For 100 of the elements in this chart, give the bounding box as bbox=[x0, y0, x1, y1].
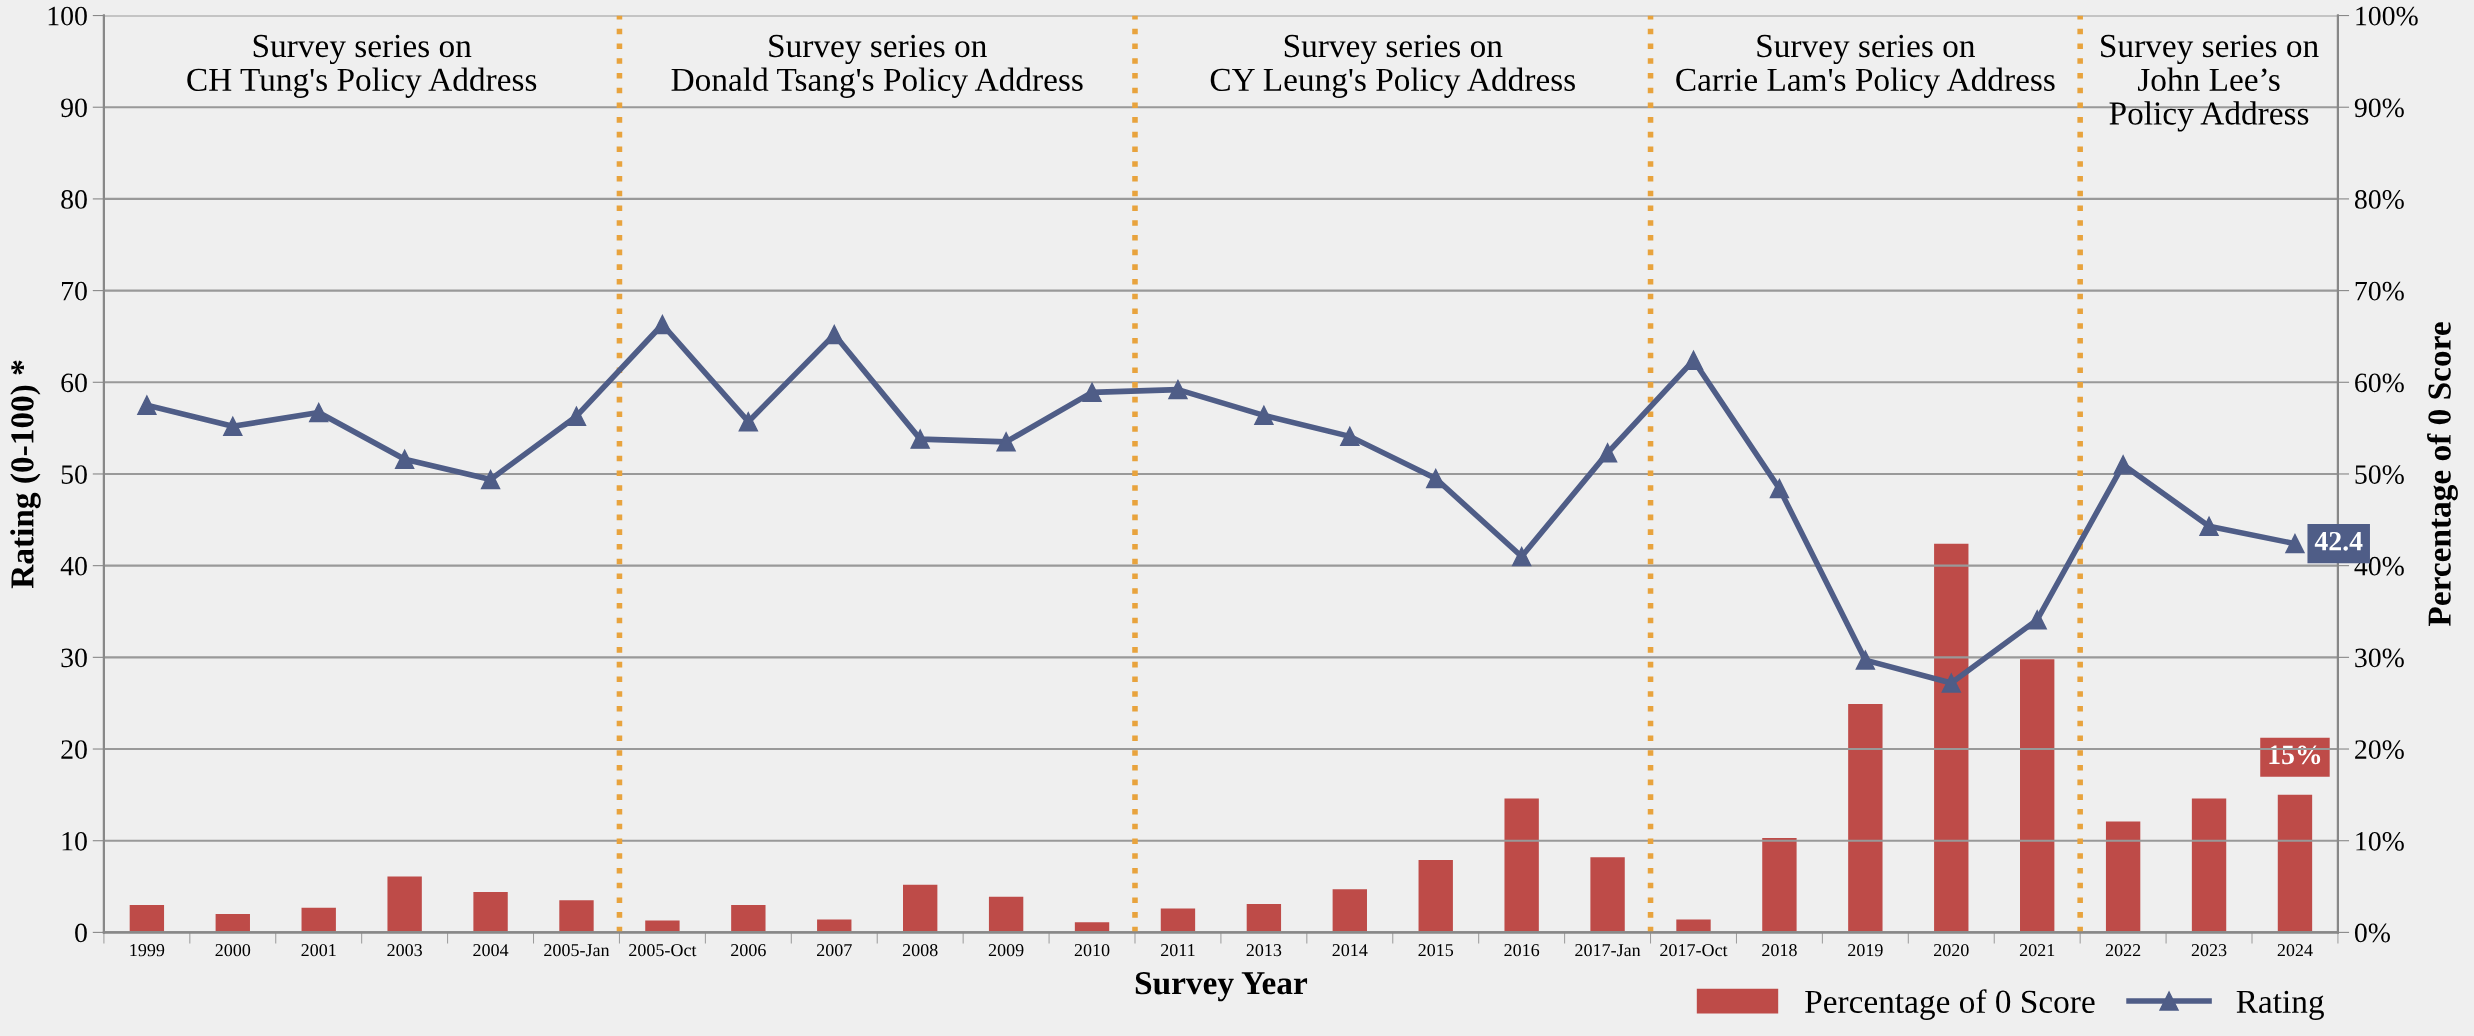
annotation: Survey series on CH Tung's Policy Address bbox=[187, 34, 537, 98]
x-tick-label: 2004 bbox=[473, 944, 509, 957]
y-tick-label: 100 bbox=[48, 6, 87, 26]
y-tick-label: 30 bbox=[61, 648, 87, 668]
point bbox=[137, 395, 157, 415]
x-tick-label: 2006 bbox=[731, 944, 766, 957]
point bbox=[1511, 546, 1532, 567]
y2-tick-label: 100% bbox=[2356, 6, 2418, 26]
x-tick-label: 2010 bbox=[1074, 944, 1110, 957]
point bbox=[996, 432, 1016, 452]
point bbox=[1683, 350, 1704, 371]
point bbox=[223, 416, 243, 437]
annotation: Survey series on John Lee’s Policy Address bbox=[2101, 34, 2319, 132]
y-tick-label: 80 bbox=[61, 190, 87, 209]
x-tick-label: 2023 bbox=[2191, 944, 2227, 957]
bar bbox=[2020, 659, 2055, 933]
bar bbox=[1504, 798, 1539, 933]
point bbox=[2285, 533, 2305, 554]
bar bbox=[2105, 821, 2141, 933]
x-tick-label: 2021 bbox=[2019, 944, 2055, 957]
y2-tick-label: 0% bbox=[2354, 923, 2390, 943]
x-tick-label: 2015 bbox=[1418, 944, 1454, 957]
y2-axis-title: Percentage of 0 Score bbox=[2427, 322, 2458, 626]
point bbox=[1425, 468, 1446, 489]
bar bbox=[387, 876, 422, 933]
x-tick-label: 2000 bbox=[215, 944, 251, 957]
point bbox=[910, 429, 930, 449]
x-tick-label: 2003 bbox=[387, 944, 422, 957]
x-tick-label: 2017-Oct bbox=[1660, 944, 1728, 957]
point bbox=[480, 469, 501, 490]
bar bbox=[903, 884, 938, 933]
legend-label: Rating bbox=[2236, 990, 2324, 1020]
x-tick-label: 2011 bbox=[1161, 944, 1195, 957]
x-tick-label: 2005-Oct bbox=[629, 944, 697, 957]
y-axis-title: Rating (0-100) * bbox=[10, 360, 41, 589]
bar bbox=[1160, 908, 1196, 933]
x-tick-label: 2005-Jan bbox=[544, 944, 610, 957]
y-tick-label: 20 bbox=[61, 740, 87, 759]
y2-tick-label: 20% bbox=[2355, 740, 2404, 760]
point bbox=[1597, 443, 1618, 463]
bar bbox=[1590, 857, 1625, 933]
point bbox=[2113, 455, 2133, 475]
bar bbox=[559, 900, 594, 933]
y-tick-label: 40 bbox=[60, 556, 87, 576]
point bbox=[824, 324, 844, 345]
y-tick-label: 70 bbox=[61, 281, 87, 301]
bar bbox=[645, 920, 680, 933]
point bbox=[2199, 516, 2219, 536]
x-tick-label: 2001 bbox=[301, 944, 336, 957]
bar bbox=[301, 907, 336, 933]
point bbox=[1769, 478, 1790, 499]
data-label: 42.4 bbox=[2314, 531, 2363, 551]
bar bbox=[2277, 794, 2313, 933]
point bbox=[652, 314, 673, 335]
annotation: Survey series on Donald Tsang's Policy Address bbox=[671, 34, 1083, 98]
bar bbox=[1246, 903, 1282, 933]
y2-tick-label: 80% bbox=[2354, 190, 2404, 209]
bar bbox=[215, 914, 250, 933]
legend-label: Percentage of 0 Score bbox=[1805, 989, 2095, 1020]
x-tick-label: 2020 bbox=[1934, 944, 1969, 957]
point bbox=[566, 406, 587, 426]
y2-tick-label: 70% bbox=[2355, 281, 2404, 301]
x-tick-label: 2024 bbox=[2277, 944, 2313, 957]
y-tick-label: 90 bbox=[61, 98, 87, 118]
x-tick-label: 2019 bbox=[1848, 944, 1883, 957]
y-tick-label: 60 bbox=[61, 373, 87, 393]
point bbox=[1168, 379, 1188, 400]
y-tick-label: 10 bbox=[62, 831, 87, 851]
bar bbox=[1934, 543, 1969, 933]
bar bbox=[731, 904, 766, 933]
bar bbox=[1332, 889, 1367, 933]
point bbox=[1340, 426, 1360, 447]
point bbox=[394, 449, 415, 470]
bar bbox=[1848, 704, 1883, 933]
bar bbox=[2191, 798, 2227, 933]
point bbox=[1254, 405, 1274, 426]
x-tick-label: 2016 bbox=[1504, 944, 1540, 957]
bar bbox=[988, 896, 1024, 933]
x-tick-label: 2017-Jan bbox=[1575, 944, 1641, 957]
y-tick-label: 0 bbox=[75, 923, 87, 943]
point bbox=[2027, 610, 2047, 630]
annotation: Survey series on CY Leung's Policy Address bbox=[1210, 34, 1575, 98]
annotation: Survey series on Carrie Lam's Policy Address bbox=[1676, 34, 2055, 98]
x-tick-label: 2009 bbox=[988, 944, 1024, 957]
y2-tick-label: 60% bbox=[2355, 373, 2404, 393]
bar bbox=[129, 904, 165, 933]
point bbox=[1941, 673, 1962, 693]
y2-tick-label: 10% bbox=[2356, 831, 2404, 851]
point bbox=[738, 411, 759, 432]
y-tick-label: 50 bbox=[61, 465, 87, 484]
y2-tick-label: 30% bbox=[2355, 648, 2404, 668]
x-tick-label: 1999 bbox=[130, 944, 165, 957]
bar bbox=[1762, 837, 1797, 933]
point bbox=[1082, 382, 1102, 403]
point bbox=[1855, 650, 1876, 670]
x-tick-label: 2022 bbox=[2105, 944, 2141, 957]
x-tick-label: 2007 bbox=[817, 944, 852, 957]
y2-tick-label: 50% bbox=[2355, 465, 2404, 484]
x-axis-title: Survey Year bbox=[1135, 971, 1308, 1002]
point bbox=[308, 402, 329, 423]
